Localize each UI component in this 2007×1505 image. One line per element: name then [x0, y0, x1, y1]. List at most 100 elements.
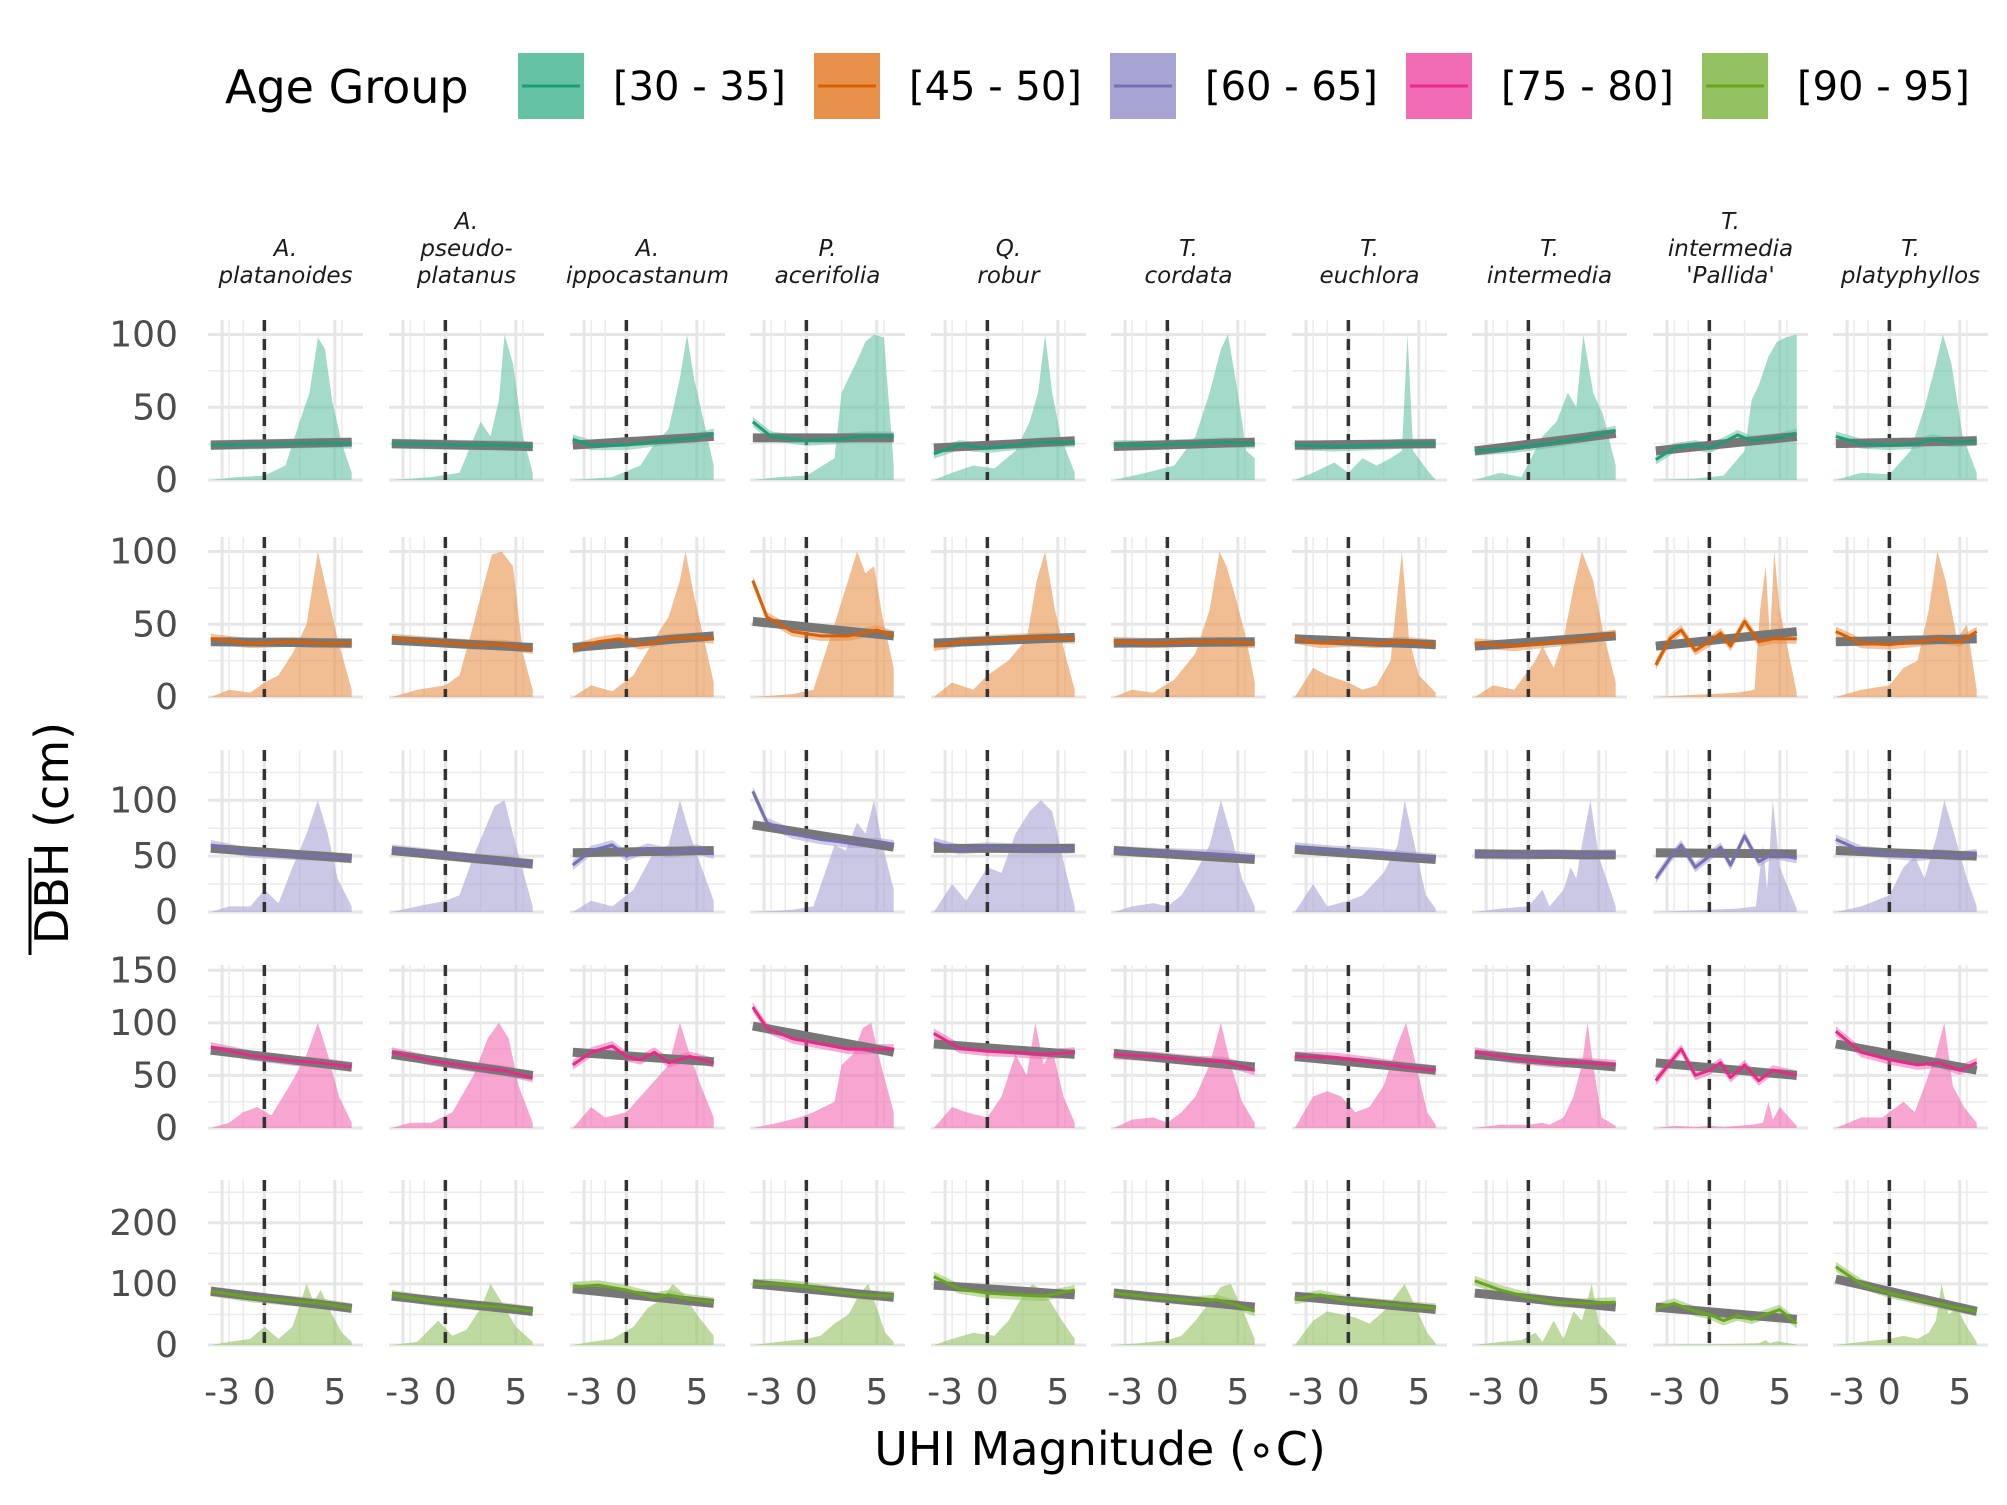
y-tick-label: 50 — [132, 836, 178, 877]
facet-strip-label: 'Pallida' — [1686, 263, 1774, 289]
facet-panels — [208, 320, 1988, 1347]
smooth-line — [210, 1045, 352, 1069]
facet-panel — [1833, 750, 1988, 914]
density-area — [210, 551, 352, 697]
y-tick-label: 100 — [109, 1003, 178, 1044]
x-tick-label: 5 — [1768, 1372, 1791, 1413]
density-area — [1474, 334, 1616, 480]
density-area — [1294, 334, 1436, 480]
density-area — [1474, 1283, 1616, 1345]
smooth-line — [210, 441, 352, 447]
smooth-line — [751, 420, 894, 443]
density-area — [391, 551, 533, 697]
smooth-line — [391, 847, 533, 866]
smooth-line — [1835, 630, 1978, 647]
smooth-line — [1294, 845, 1436, 860]
smooth-line — [1113, 440, 1255, 447]
facet-panel — [1292, 537, 1447, 699]
x-tick-label: 0 — [795, 1372, 818, 1413]
x-tick-label: 5 — [1226, 1372, 1249, 1413]
smooth-line — [1294, 442, 1436, 448]
facet-strip-label: T. — [1721, 209, 1740, 235]
x-tick-label: -3 — [385, 1372, 421, 1413]
smooth-line — [751, 790, 894, 847]
density-area — [1655, 1101, 1797, 1128]
trend-line — [1834, 1039, 1978, 1075]
density-area — [752, 551, 894, 697]
legend-label: [90 - 95] — [1797, 64, 1970, 110]
facet-panel — [1833, 1180, 1988, 1347]
smooth-line — [572, 432, 715, 447]
x-tick-label: 5 — [1046, 1372, 1069, 1413]
x-tick-label: 0 — [1156, 1372, 1179, 1413]
x-tick-label: 5 — [504, 1372, 527, 1413]
y-tick-label: 0 — [155, 1325, 178, 1366]
smooth-line — [751, 1006, 894, 1051]
legend-label: [45 - 50] — [909, 64, 1082, 110]
smooth-line — [933, 841, 1075, 851]
x-tick-label: 0 — [253, 1372, 276, 1413]
smooth-line — [1113, 1052, 1256, 1072]
legend-label: [30 - 35] — [613, 64, 786, 110]
facet-panel — [750, 320, 905, 482]
facet-panel — [1292, 750, 1447, 914]
facet-strip-label: A. — [272, 236, 297, 262]
trend-line — [572, 1284, 715, 1308]
smooth-line — [572, 635, 714, 651]
facet-panel — [389, 320, 544, 482]
density-area — [933, 551, 1075, 697]
density-area — [1294, 1022, 1436, 1128]
smooth-line — [391, 1293, 533, 1313]
facet-strip-label: platyphyllos — [1840, 263, 1980, 289]
x-tick-label: -3 — [1288, 1372, 1324, 1413]
y-tick-label: 50 — [132, 387, 178, 428]
facet-panel — [1111, 965, 1266, 1130]
smooth-line — [1655, 1301, 1798, 1325]
facet-panel — [1472, 965, 1627, 1130]
facet-strip-label: robur — [977, 263, 1041, 289]
facet-panel — [208, 1180, 363, 1347]
facet-panel — [1472, 750, 1627, 914]
facet-panel — [750, 750, 905, 914]
facet-panel — [570, 965, 725, 1130]
facet-panel — [1653, 1180, 1808, 1347]
facet-panel — [1653, 750, 1808, 914]
trend-line — [1655, 1302, 1798, 1324]
density-area — [933, 800, 1075, 912]
density-area — [752, 800, 894, 912]
facet-strip-label: pseudo- — [419, 236, 512, 262]
density-area — [1835, 551, 1977, 697]
x-tick-label: 5 — [323, 1372, 346, 1413]
facet-panel — [931, 1180, 1086, 1347]
smooth-line — [210, 843, 352, 860]
smooth-line — [751, 580, 895, 638]
y-tick-label: 100 — [109, 315, 178, 356]
facet-strip-label: ippocastanum — [566, 263, 729, 289]
density-area — [1113, 800, 1255, 912]
smooth-line — [752, 1282, 894, 1298]
facet-panel — [1111, 320, 1266, 482]
facet-panel — [1653, 320, 1808, 482]
legend-title: Age Group — [225, 60, 469, 114]
facet-panel — [1472, 537, 1627, 699]
facet-panel — [1833, 965, 1988, 1130]
facet-strip-label: platanus — [416, 263, 516, 289]
x-tick-label: -3 — [1829, 1372, 1865, 1413]
density-area — [1655, 551, 1797, 697]
facet-strip-label: A. — [453, 209, 478, 235]
density-area — [210, 800, 352, 912]
density-area — [572, 800, 714, 912]
density-area — [752, 334, 894, 480]
smooth-line — [1474, 852, 1616, 857]
smooth-line — [933, 635, 1075, 648]
x-tick-label: 0 — [976, 1372, 999, 1413]
facet-strip-label: Q. — [996, 236, 1021, 262]
facet-panel — [389, 965, 544, 1130]
legend-entry: [60 - 65] — [1110, 53, 1378, 119]
density-area — [391, 1022, 533, 1128]
smooth-line — [1654, 1047, 1798, 1083]
smooth-line — [1654, 432, 1798, 461]
y-tick-label: 100 — [109, 1264, 178, 1305]
